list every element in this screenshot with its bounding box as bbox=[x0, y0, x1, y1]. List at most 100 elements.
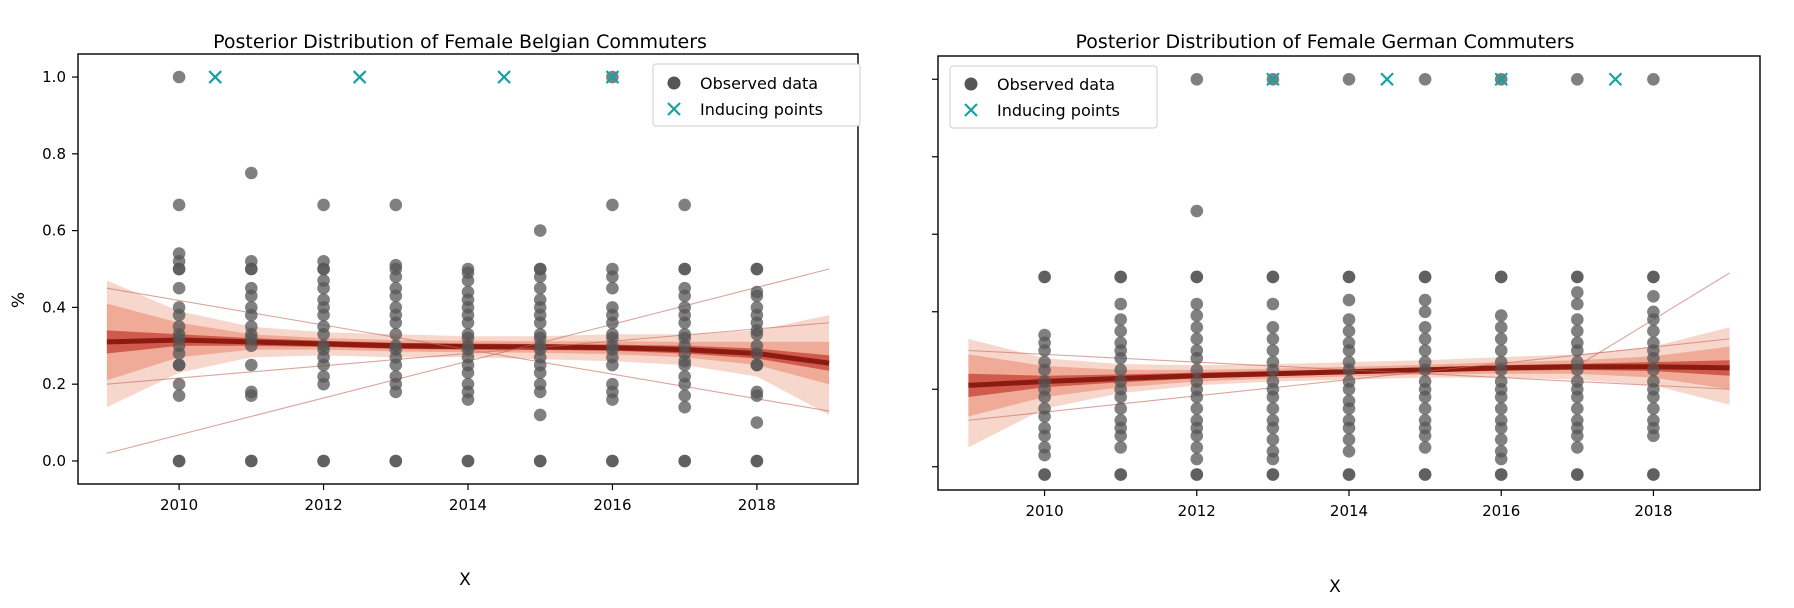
observed-point bbox=[172, 308, 186, 322]
legend-observed-marker bbox=[964, 77, 978, 91]
observed-point bbox=[1266, 270, 1280, 284]
observed-point bbox=[1114, 468, 1127, 481]
legend-observed-label: Observed data bbox=[700, 74, 818, 93]
observed-point bbox=[317, 262, 330, 276]
observed-point bbox=[1647, 290, 1660, 303]
inducing-point bbox=[1266, 72, 1280, 87]
observed-point bbox=[172, 281, 186, 295]
observed-point bbox=[1647, 324, 1660, 338]
observed-point bbox=[1038, 429, 1051, 443]
observed-point bbox=[1266, 363, 1280, 377]
observed-point bbox=[1418, 468, 1432, 481]
observed-point bbox=[172, 358, 186, 372]
observed-point bbox=[1190, 402, 1204, 415]
observed-point bbox=[389, 328, 403, 341]
observed-point bbox=[389, 198, 403, 212]
observed-point bbox=[172, 198, 186, 212]
observed-point bbox=[1494, 321, 1508, 334]
observed-point bbox=[1266, 421, 1280, 435]
chart-title: Posterior Distribution of Female Belgian… bbox=[213, 31, 707, 53]
observed-point bbox=[1494, 421, 1508, 435]
legend-box bbox=[652, 63, 861, 127]
observed-point bbox=[1647, 468, 1660, 481]
plot-area bbox=[937, 55, 1761, 491]
observed-point bbox=[750, 416, 764, 429]
x-tick-label: 2016 bbox=[593, 496, 631, 514]
observed-point bbox=[1418, 305, 1432, 319]
observed-point bbox=[1190, 352, 1204, 365]
observed-point bbox=[1114, 390, 1127, 404]
observed-point bbox=[1190, 332, 1204, 346]
observed-point bbox=[606, 393, 619, 406]
observed-point bbox=[1647, 352, 1660, 365]
y-tick-label: 0.2 bbox=[42, 375, 66, 393]
observed-point bbox=[750, 389, 764, 403]
observed-point bbox=[1190, 452, 1204, 466]
observed-point bbox=[317, 281, 330, 295]
observed-point bbox=[317, 377, 330, 391]
observed-point bbox=[1190, 270, 1204, 284]
observed-point bbox=[1418, 293, 1432, 307]
observed-point bbox=[1418, 441, 1432, 454]
observed-point bbox=[389, 289, 403, 303]
y-tick-label: 0.8 bbox=[42, 145, 66, 163]
legend: Observed data Inducing points bbox=[652, 63, 861, 127]
observed-point bbox=[1647, 270, 1660, 284]
observed-point bbox=[606, 198, 619, 212]
observed-point bbox=[317, 198, 330, 212]
inducing-points bbox=[1266, 72, 1623, 87]
observed-point bbox=[1418, 321, 1432, 334]
observed-point bbox=[1418, 402, 1432, 415]
observed-point bbox=[1494, 433, 1508, 446]
observed-point bbox=[1494, 402, 1508, 415]
observed-point bbox=[1494, 270, 1508, 284]
legend-x-glyph bbox=[667, 102, 681, 116]
x-tick-label: 2010 bbox=[160, 496, 198, 514]
observed-point bbox=[678, 389, 691, 403]
y-axis-ticks: 0.0 0.2 0.4 0.6 0.8 1.0 bbox=[42, 68, 78, 470]
legend-inducing-label: Inducing points bbox=[700, 100, 823, 119]
observed-point bbox=[1114, 297, 1127, 311]
observed-point bbox=[172, 262, 186, 276]
posterior-band-outer bbox=[968, 327, 1730, 448]
observed-point bbox=[1342, 445, 1356, 458]
observed-point bbox=[678, 316, 691, 330]
observed-point bbox=[1266, 433, 1280, 446]
observed-point bbox=[317, 454, 330, 468]
observed-point bbox=[1571, 429, 1584, 443]
observed-point bbox=[1418, 429, 1432, 443]
observed-point bbox=[1571, 363, 1584, 377]
chart-belgian: Posterior Distribution of Female Belgian… bbox=[9, 31, 861, 590]
legend-inducing-label: Inducing points bbox=[997, 101, 1120, 120]
observed-point bbox=[1342, 344, 1356, 357]
observed-point bbox=[1418, 390, 1432, 404]
observed-point bbox=[750, 289, 764, 303]
observed-point bbox=[1266, 321, 1280, 334]
observed-point bbox=[606, 281, 619, 295]
observed-point bbox=[1114, 363, 1127, 377]
observed-point bbox=[1266, 332, 1280, 346]
x-tick-label: 2014 bbox=[449, 496, 487, 514]
observed-point bbox=[1266, 468, 1280, 481]
observed-point bbox=[1571, 468, 1584, 481]
observed-point bbox=[1571, 402, 1584, 415]
observed-point bbox=[606, 270, 619, 284]
observed-point bbox=[1038, 363, 1051, 377]
observed-point bbox=[1647, 363, 1660, 377]
plot-area bbox=[77, 53, 859, 485]
y-axis-label: % bbox=[9, 292, 29, 308]
observed-point bbox=[1266, 452, 1280, 466]
observed-point bbox=[1571, 390, 1584, 404]
observed-point bbox=[1266, 402, 1280, 415]
observed-point bbox=[1114, 441, 1127, 454]
y-tick-label: 0.0 bbox=[42, 452, 66, 470]
observed-point bbox=[1038, 468, 1051, 481]
observed-point bbox=[1342, 73, 1356, 86]
observed-point bbox=[533, 366, 547, 380]
observed-point bbox=[245, 262, 258, 276]
x-tick-label: 2012 bbox=[1178, 502, 1216, 520]
observed-point bbox=[1494, 309, 1508, 322]
observed-point bbox=[1342, 293, 1356, 307]
observed-point bbox=[1494, 390, 1508, 404]
observed-point bbox=[1190, 429, 1204, 443]
